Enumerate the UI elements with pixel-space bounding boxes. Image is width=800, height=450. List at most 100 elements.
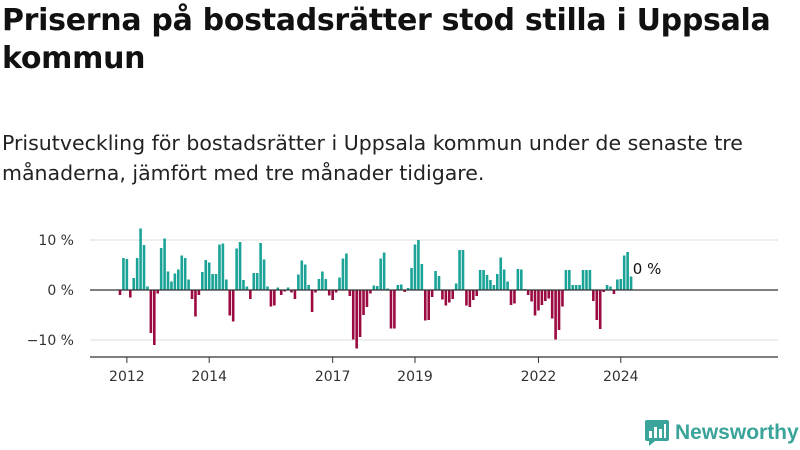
bar: [194, 290, 197, 317]
bar: [128, 290, 132, 298]
bar: [509, 290, 513, 305]
bar: [207, 262, 211, 290]
bar: [540, 290, 544, 305]
bar: [183, 258, 187, 290]
newsworthy-logo-icon: [645, 420, 669, 446]
bar: [585, 270, 588, 290]
bar: [321, 271, 324, 290]
x-tick-label: 2014: [191, 369, 227, 385]
bar: [249, 290, 252, 299]
bar: [372, 285, 376, 290]
tick-labels: 10 % 0 % −10 % 2012 2014 2017 2019 2022 2024 0 %: [27, 233, 663, 385]
x-tick-label: 2019: [397, 369, 433, 385]
bar: [379, 258, 382, 290]
bar: [619, 279, 623, 290]
bar: [533, 290, 537, 316]
chart-title: Priserna på bostadsrätter stod stilla i …: [2, 3, 771, 76]
bar: [410, 268, 413, 290]
x-tick-label: 2022: [521, 369, 557, 385]
bar: [482, 270, 485, 290]
y-tick-label: 0 %: [47, 283, 74, 299]
bar: [496, 274, 499, 290]
bar: [430, 290, 434, 297]
bar: [149, 290, 153, 333]
bar: [626, 252, 629, 290]
bar: [286, 287, 290, 290]
bar: [471, 290, 475, 300]
bars: [118, 228, 633, 349]
brand-logo[interactable]: Newsworthy: [645, 420, 799, 446]
bar: [293, 290, 297, 299]
bar: [375, 286, 379, 290]
annotation-label: 0 %: [633, 260, 662, 278]
bar: [530, 290, 533, 302]
bar: [279, 290, 283, 295]
bar: [142, 245, 146, 290]
bar: [506, 281, 509, 290]
bar: [324, 279, 328, 290]
bar: [338, 277, 341, 290]
bar: [588, 270, 592, 290]
bar: [214, 274, 218, 290]
bar: [118, 290, 122, 295]
bar: [561, 290, 564, 307]
bar: [441, 290, 444, 300]
bar: [564, 270, 568, 290]
bar: [520, 269, 523, 290]
bar: [303, 264, 307, 290]
bar: [314, 290, 317, 293]
bar: [578, 285, 581, 290]
bar: [420, 264, 424, 290]
bar: [355, 290, 358, 349]
bar: [132, 278, 136, 290]
bar: [568, 270, 571, 290]
bar: [602, 290, 605, 292]
bar: [447, 290, 451, 303]
bar: [273, 290, 276, 306]
bar: [454, 283, 458, 290]
bar: [166, 271, 170, 290]
bar: [327, 290, 331, 296]
bar: [574, 285, 578, 290]
bar: [180, 255, 184, 290]
bar: [369, 290, 372, 294]
bar: [122, 258, 125, 290]
bar: [629, 276, 633, 290]
bar: [547, 290, 551, 299]
x-tick-label: 2012: [109, 369, 145, 385]
bar: [403, 290, 406, 292]
bar: [262, 259, 266, 290]
bar: [475, 290, 479, 296]
bar: [238, 242, 242, 290]
bar: [396, 285, 400, 290]
bar: [170, 281, 173, 290]
bar: [231, 290, 235, 322]
bar: [554, 290, 557, 340]
bar: [598, 290, 602, 329]
bar: [245, 286, 249, 290]
bar: [242, 280, 245, 290]
bar: [300, 260, 304, 290]
bar: [622, 255, 626, 290]
bar: [581, 270, 585, 290]
bar: [362, 290, 365, 315]
bar: [595, 290, 599, 320]
bar: [423, 290, 427, 321]
bar: [190, 290, 194, 299]
bar: [204, 260, 208, 290]
bar: [612, 290, 616, 294]
bar: [156, 290, 160, 294]
bar: [197, 290, 201, 295]
bar: [499, 257, 503, 290]
bar: [259, 243, 262, 290]
bar: [283, 290, 286, 292]
y-tick-label: −10 %: [27, 333, 74, 349]
bar: [557, 290, 561, 330]
x-tick-label: 2024: [603, 369, 639, 385]
bar: [413, 244, 417, 290]
bar: [317, 279, 321, 290]
bar: [201, 272, 204, 290]
bar: [341, 258, 345, 290]
bar: [451, 290, 455, 299]
bar: [351, 290, 355, 340]
